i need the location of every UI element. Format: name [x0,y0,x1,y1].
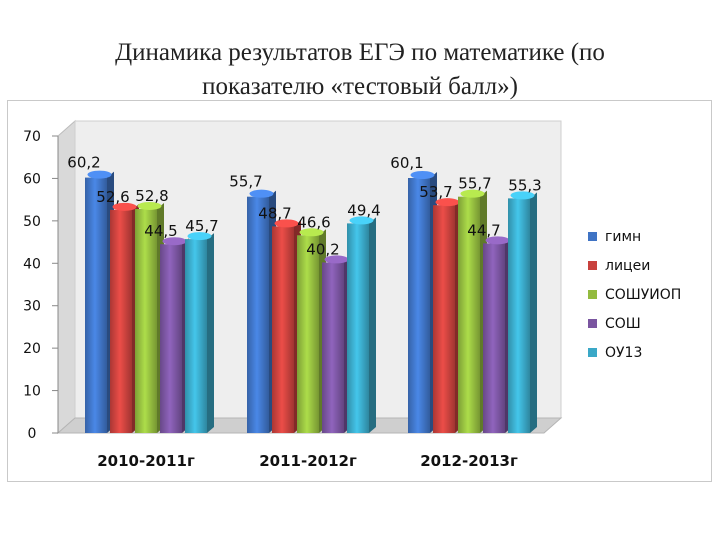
chart-title: Динамика результатов ЕГЭ по математике (… [0,36,720,104]
bar-top [510,191,535,200]
data-label: 53,7 [419,183,452,201]
data-label: 45,7 [185,217,218,235]
bar-side [369,217,376,433]
legend-item: лицеи [588,251,708,280]
data-label: 60,2 [67,154,100,172]
data-label: 44,5 [144,222,177,240]
bar [508,198,530,433]
bar [135,208,157,433]
data-label: 55,3 [508,176,541,194]
legend-item: гимн [588,222,708,251]
bar [272,226,294,433]
x-tick-label: 2011-2012г [259,452,357,470]
bar-top [410,171,435,180]
bar [110,209,132,433]
data-label: 52,8 [135,187,168,205]
data-label: 46,6 [297,213,330,231]
legend: гимн лицеи СОШУИОП СОШ ОУ13 [588,222,708,367]
bar-top [137,201,162,210]
y-tick-label: 40 [23,256,41,272]
title-line-1: Динамика результатов ЕГЭ по математике (… [115,39,605,66]
legend-swatch [588,290,597,299]
bar-top [87,170,112,179]
bar-side [207,233,214,433]
legend-label: СОШ [605,315,641,332]
title-line-2: показателю «тестовый балл») [202,73,518,100]
bar-top [112,202,137,211]
bar-top [435,198,460,207]
y-tick-label: 10 [23,384,41,400]
bar-top [162,237,187,246]
legend-item: СОШ [588,309,708,338]
bar-top [485,236,510,245]
bar-top [274,219,299,228]
bar-top [187,232,212,241]
legend-label: лицеи [605,257,651,274]
bar [347,223,369,433]
legend-swatch [588,261,597,270]
y-tick-label: 30 [23,299,41,315]
data-label: 49,4 [347,201,380,219]
legend-swatch [588,232,597,241]
data-label: 48,7 [258,204,291,222]
y-tick-label: 60 [23,171,41,187]
legend-swatch [588,348,597,357]
bar [247,196,269,433]
bar-top [299,228,324,237]
data-label: 52,6 [96,188,129,206]
x-axis-labels: 2010-2011г 2011-2012г 2012-2013г [97,452,518,470]
bar [408,178,430,433]
legend-swatch [588,319,597,328]
bar [322,262,344,433]
data-label: 60,1 [390,154,423,172]
bar [85,177,107,433]
data-label: 55,7 [458,175,491,193]
legend-item: СОШУИОП [588,280,708,309]
bar-top [249,189,274,198]
legend-label: СОШУИОП [605,286,682,303]
data-label: 44,7 [467,221,500,239]
bar [433,205,455,433]
bar-top [324,255,349,264]
data-label: 40,2 [306,240,339,258]
data-label: 55,7 [229,173,262,191]
y-tick-label: 70 [23,129,41,145]
bar [483,243,505,433]
bar-top [460,189,485,198]
bar [185,239,207,433]
data-labels: 60,2 52,6 52,8 44,5 45,7 55,7 48,7 46,6 40,2 49,4… [67,154,541,259]
bar [297,235,319,433]
y-tick-label: 50 [23,214,41,230]
y-axis: 0 10 20 30 40 50 60 70 [23,129,59,442]
legend-label: гимн [605,228,642,245]
y-tick-label: 0 [28,426,37,442]
bar-side [530,192,537,433]
bar-top [349,216,374,225]
bar [160,244,182,433]
x-tick-label: 2012-2013г [420,452,518,470]
bars [85,170,537,434]
y-tick-label: 20 [23,341,41,357]
x-tick-label: 2010-2011г [97,452,195,470]
legend-item: ОУ13 [588,338,708,367]
legend-label: ОУ13 [605,344,643,361]
bar [458,196,480,433]
